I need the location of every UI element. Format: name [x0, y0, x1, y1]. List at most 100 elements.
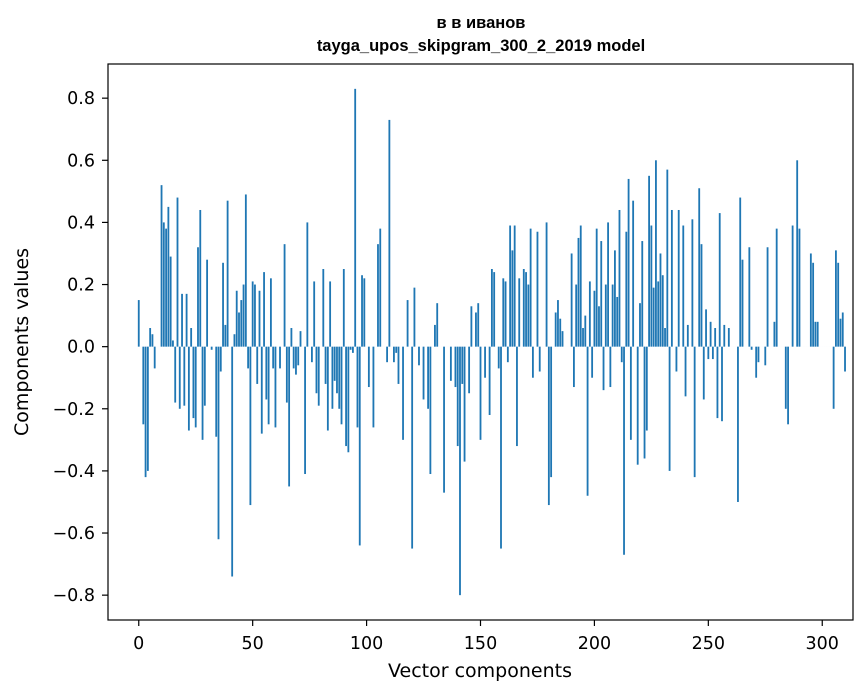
y-tick-label: −0.8: [53, 586, 96, 606]
bar: [176, 197, 179, 347]
x-axis-label: Vector components: [388, 660, 572, 682]
bar: [260, 346, 263, 434]
bar: [231, 346, 234, 577]
bar: [655, 160, 657, 347]
bar: [636, 346, 639, 465]
bar: [604, 284, 607, 347]
bar: [497, 346, 500, 369]
y-tick-label: −0.4: [53, 462, 96, 482]
bar: [258, 290, 261, 347]
bar: [518, 278, 521, 347]
bar: [488, 346, 491, 415]
bar: [279, 346, 281, 369]
bar: [561, 331, 564, 347]
bar: [162, 222, 165, 347]
y-tick-label: 0.4: [67, 213, 95, 233]
bar: [479, 346, 482, 440]
y-axis-label: Components values: [11, 248, 33, 436]
bar: [627, 178, 630, 347]
bar: [210, 346, 213, 350]
y-tick-label: 0.0: [67, 338, 95, 358]
bar: [169, 256, 172, 347]
bar: [297, 346, 300, 366]
bar: [340, 346, 343, 425]
bar: [137, 300, 140, 347]
bar: [691, 219, 694, 347]
bar: [181, 293, 183, 347]
x-tick-label: 0: [133, 634, 144, 654]
bar: [285, 346, 288, 403]
bar: [240, 300, 243, 347]
bar: [620, 346, 623, 363]
bar: [146, 346, 149, 471]
bar: [629, 346, 632, 440]
bar: [557, 300, 559, 347]
bar: [265, 346, 268, 400]
bar: [247, 346, 250, 369]
bar: [142, 346, 145, 425]
chart-title: в в иванов: [437, 14, 526, 32]
bar: [422, 346, 425, 400]
bar: [345, 346, 347, 447]
bar: [595, 228, 598, 347]
bar: [577, 237, 580, 347]
bar: [693, 346, 696, 478]
bar: [174, 346, 177, 403]
bar: [575, 284, 578, 347]
bar: [723, 324, 726, 347]
bar: [675, 346, 678, 372]
bar: [306, 222, 309, 347]
bar: [151, 334, 154, 347]
bar: [185, 293, 188, 347]
bar: [841, 312, 844, 347]
bar: [529, 228, 532, 347]
bar: [377, 244, 379, 347]
bar: [659, 253, 662, 347]
bar: [484, 346, 486, 378]
bar: [643, 346, 646, 459]
bar: [283, 244, 286, 347]
y-tick-label: 0.8: [67, 89, 95, 109]
bar: [336, 346, 338, 394]
bar: [796, 160, 799, 347]
bar: [531, 346, 534, 378]
bars-group: [137, 88, 846, 596]
bar: [311, 346, 313, 363]
bar: [579, 225, 582, 347]
bar: [386, 346, 388, 363]
bar: [766, 247, 769, 347]
bar: [192, 346, 195, 419]
bar: [326, 346, 329, 431]
bar: [356, 346, 359, 428]
bar: [652, 287, 655, 347]
bar: [700, 244, 703, 347]
bar: [522, 269, 525, 347]
bar: [219, 346, 222, 372]
bar: [516, 346, 518, 447]
bar: [172, 340, 174, 347]
bar: [832, 346, 835, 409]
bar: [354, 88, 357, 347]
bar: [254, 284, 256, 347]
bar: [313, 281, 316, 347]
bar: [427, 346, 430, 409]
bar: [434, 324, 436, 347]
bar: [144, 346, 147, 478]
bar: [242, 284, 245, 347]
bar: [299, 331, 302, 347]
bar: [816, 321, 819, 347]
bar: [217, 346, 220, 540]
bar: [288, 346, 291, 487]
bar: [358, 346, 361, 546]
bar: [272, 346, 275, 369]
bar: [586, 346, 589, 496]
bar: [388, 119, 391, 347]
bar: [739, 197, 742, 347]
bar: [775, 228, 778, 347]
bar: [639, 303, 641, 347]
x-tick-label: 250: [692, 634, 725, 654]
bar: [290, 328, 293, 347]
bar: [711, 346, 714, 360]
plot-frame: [107, 63, 854, 621]
bar: [684, 346, 687, 397]
